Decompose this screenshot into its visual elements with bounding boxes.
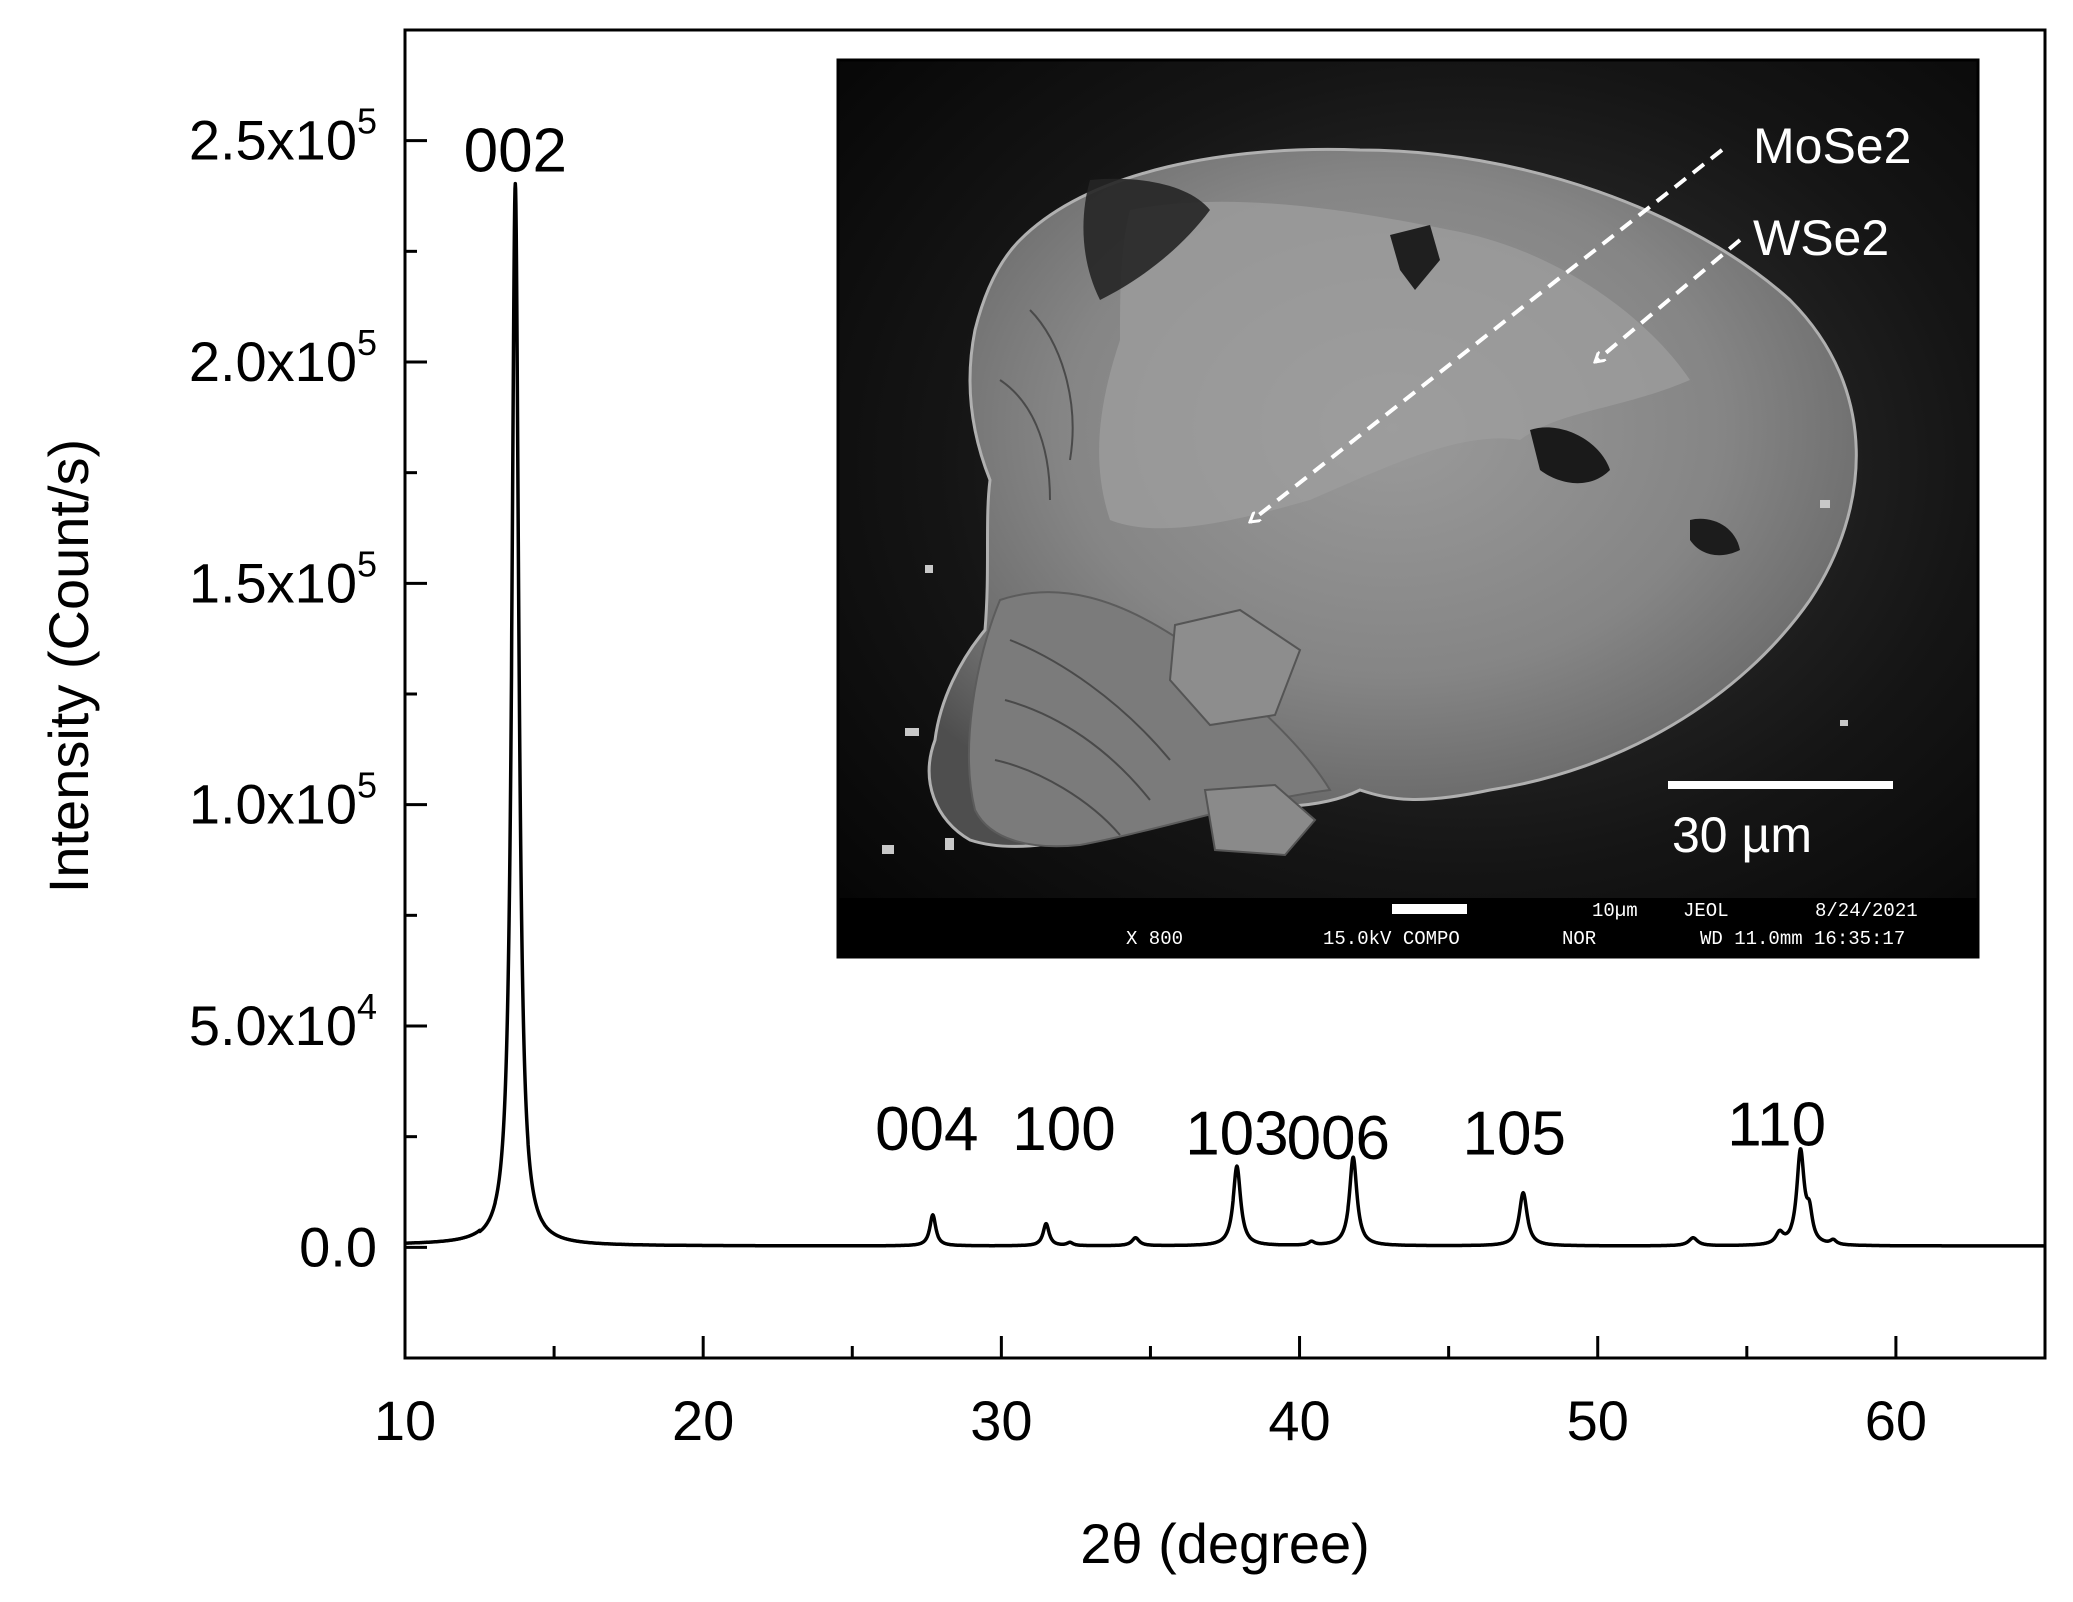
- wse2-label: WSe2: [1753, 210, 1889, 266]
- x-tick-label: 60: [1865, 1389, 1927, 1452]
- sem-inset: 30 µm MoSe2 WSe2 10µm JEOL 8/24/2021 X 8…: [836, 58, 1980, 959]
- x-axis-title: 2θ (degree): [1080, 1512, 1370, 1575]
- sem-facet-lower: [1203, 783, 1317, 857]
- peak-label: 105: [1463, 1099, 1566, 1168]
- peak-label: 100: [1012, 1095, 1115, 1164]
- x-tick-label: 20: [672, 1389, 734, 1452]
- footer-maker: JEOL: [1683, 900, 1729, 922]
- peak-label: 004: [875, 1095, 978, 1164]
- footer-mode: NOR: [1562, 928, 1596, 950]
- x-tick-label: 50: [1567, 1389, 1629, 1452]
- sem-pit: [1530, 427, 1610, 484]
- footer-magnification: X 800: [1126, 928, 1183, 950]
- x-axis-ticks: 10 20 30 40 50 60: [374, 1336, 2047, 1452]
- sem-pit: [1390, 225, 1440, 290]
- sem-pit: [1690, 518, 1740, 556]
- footer-date: 8/24/2021: [1815, 900, 1918, 922]
- y-tick-label: 0.0: [299, 1215, 377, 1278]
- mose2-label: MoSe2: [1753, 118, 1911, 174]
- xrd-pattern-line: [403, 181, 2047, 1248]
- inset-frame: [836, 58, 1980, 959]
- y-tick-label: 1.0x105: [189, 765, 377, 836]
- x-tick-label: 40: [1268, 1389, 1330, 1452]
- x-tick-label: 30: [970, 1389, 1032, 1452]
- sem-crack-lines: [994, 309, 1171, 836]
- footer-scale: 10µm: [1592, 900, 1638, 922]
- peak-label: 103: [1185, 1099, 1288, 1168]
- y-tick-label: 5.0x104: [189, 986, 377, 1057]
- y-axis-ticks: 0.0 5.0x104 1.0x105 1.5x105 2.0x105 2.5x105: [189, 28, 427, 1360]
- mose2-arrow: [1250, 148, 1724, 522]
- wse2-arrow: [1595, 238, 1742, 362]
- sem-pit: [1083, 178, 1210, 300]
- footer-voltage-mode: 15.0kV COMPO: [1323, 928, 1460, 950]
- peak-label: 002: [464, 117, 567, 186]
- x-tick-label: 10: [374, 1389, 436, 1452]
- y-tick-label: 1.5x105: [189, 543, 377, 614]
- peak-label: 006: [1287, 1104, 1390, 1173]
- y-axis-title: Intensity (Count/s): [37, 439, 100, 893]
- peak-label: 110: [1727, 1091, 1826, 1160]
- y-tick-label: 2.5x105: [189, 101, 377, 172]
- sem-facet: [1168, 608, 1302, 727]
- footer-wd-time: WD 11.0mm 16:35:17: [1700, 928, 1905, 950]
- scale-bar-label: 30 µm: [1672, 807, 1812, 863]
- sem-debris: [882, 500, 1848, 854]
- sem-wse2-region: [1099, 201, 1690, 529]
- y-tick-label: 2.0x105: [189, 322, 377, 393]
